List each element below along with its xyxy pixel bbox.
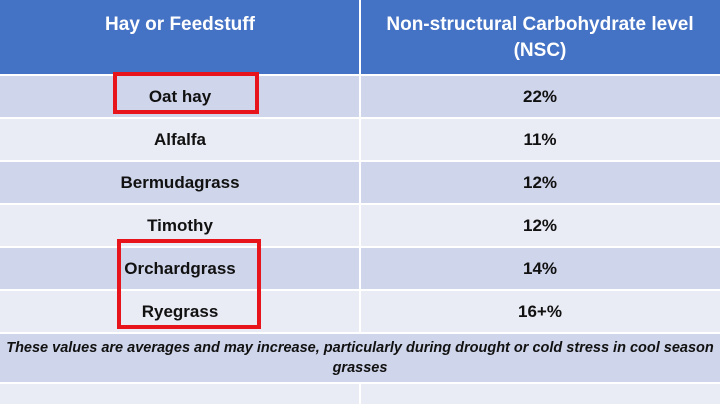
header-cell: Hay or Feedstuff <box>0 0 360 75</box>
row-divider <box>0 117 720 119</box>
footnote: These values are averages and may increa… <box>0 333 720 383</box>
cell: Alfalfa <box>0 118 360 161</box>
row-divider <box>0 246 720 248</box>
row-divider <box>0 203 720 205</box>
empty-cell <box>0 383 360 404</box>
row-divider <box>0 289 720 291</box>
cell: 14% <box>360 247 720 290</box>
row-divider <box>0 332 720 334</box>
row-divider <box>0 160 720 162</box>
cell: Bermudagrass <box>0 161 360 204</box>
row-divider <box>0 74 720 76</box>
column-divider <box>359 383 361 404</box>
highlight-box <box>113 72 259 114</box>
row-divider <box>0 382 720 384</box>
cell: 12% <box>360 161 720 204</box>
empty-cell <box>360 383 720 404</box>
column-divider <box>359 0 361 333</box>
cell: 22% <box>360 75 720 118</box>
cell: 16+% <box>360 290 720 333</box>
cell: Orchardgrass <box>0 247 360 290</box>
header-cell: Non-structural Carbohydrate level (NSC) <box>360 0 720 75</box>
cell: 12% <box>360 204 720 247</box>
cell: 11% <box>360 118 720 161</box>
highlight-box <box>117 239 261 329</box>
